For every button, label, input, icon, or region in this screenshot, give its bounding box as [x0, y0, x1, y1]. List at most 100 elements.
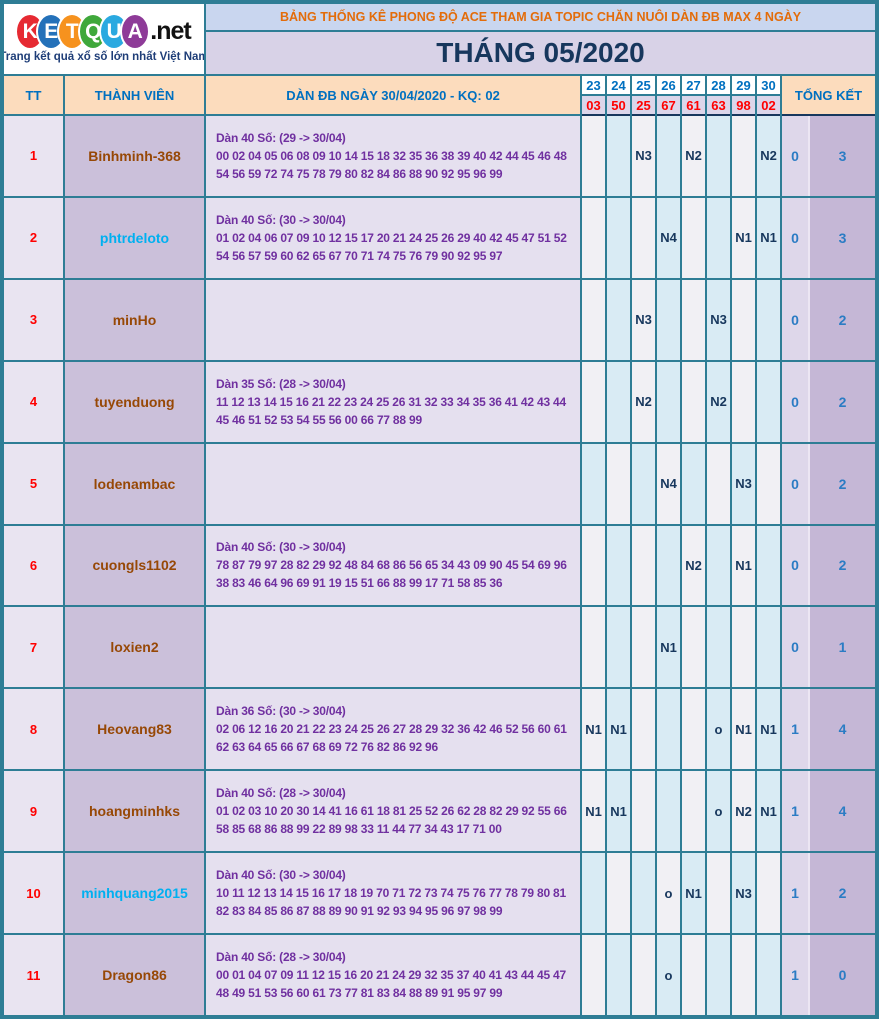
day-cell	[757, 361, 780, 442]
dan-title: Dàn 40 Số: (30 -> 30/04)	[216, 212, 346, 227]
day-result-cell: 02	[757, 96, 780, 114]
dan-cell: Dàn 35 Số: (28 -> 30/04) 11 12 13 14 15 1…	[206, 361, 580, 442]
dan-title: Dàn 40 Số: (29 -> 30/04)	[216, 130, 346, 145]
column-header-dan: DÀN ĐB NGÀY 30/04/2020 - KQ: 02	[206, 76, 580, 114]
day-cell	[582, 935, 605, 1015]
total-score: 2	[810, 279, 875, 360]
day-cell	[632, 935, 655, 1015]
row-number: 1	[4, 116, 63, 196]
dan-numbers: 11 12 13 14 15 16 21 22 23 24 25 26 31 3…	[216, 394, 567, 427]
day-cell: o	[707, 771, 730, 852]
column-header-total: TỔNG KẾT	[782, 76, 875, 114]
row-number: 2	[4, 197, 63, 278]
day-cell	[732, 279, 755, 360]
member-name[interactable]: loxien2	[65, 607, 204, 688]
row-number: 10	[4, 853, 63, 934]
day-cell	[657, 361, 680, 442]
dan-title: Dàn 40 Số: (30 -> 30/04)	[216, 868, 346, 883]
day-cell	[682, 771, 705, 852]
day-result-cell: 67	[657, 96, 680, 114]
total-hit-count: 0	[782, 361, 810, 442]
page-title: BẢNG THỐNG KÊ PHONG ĐỘ ACE THAM GIA TOPI…	[206, 4, 875, 30]
member-name[interactable]: minHo	[65, 279, 204, 360]
day-cell: N3	[632, 116, 655, 196]
row-number: 11	[4, 935, 63, 1015]
day-cell: N4	[657, 443, 680, 524]
day-cell	[582, 525, 605, 606]
day-cell	[657, 771, 680, 852]
day-cell	[732, 116, 755, 196]
row-number: 6	[4, 525, 63, 606]
total-score: 2	[810, 443, 875, 524]
member-name[interactable]: cuongls1102	[65, 525, 204, 606]
member-name[interactable]: minhquang2015	[65, 853, 204, 934]
row-number: 4	[4, 361, 63, 442]
day-cell: N2	[682, 525, 705, 606]
day-cell	[682, 607, 705, 688]
day-cell: N1	[607, 771, 630, 852]
member-name[interactable]: tuyenduong	[65, 361, 204, 442]
day-header-29: 29	[732, 76, 755, 94]
member-name[interactable]: lodenambac	[65, 443, 204, 524]
day-cell	[632, 689, 655, 770]
day-cell: N2	[632, 361, 655, 442]
day-cell: N1	[682, 853, 705, 934]
day-cell	[657, 689, 680, 770]
day-cell	[757, 607, 780, 688]
day-cell	[607, 197, 630, 278]
member-name[interactable]: Heovang83	[65, 689, 204, 770]
day-cell: N2	[707, 361, 730, 442]
day-cell: N1	[657, 607, 680, 688]
day-cell	[682, 443, 705, 524]
dan-numbers: 01 02 04 06 07 09 10 12 15 17 20 21 24 2…	[216, 230, 567, 263]
day-cell	[732, 935, 755, 1015]
total-score: 2	[810, 361, 875, 442]
day-cell	[757, 853, 780, 934]
day-cell	[582, 197, 605, 278]
day-result-cell: 03	[582, 96, 605, 114]
total-hit-count: 0	[782, 279, 810, 360]
day-cell	[707, 853, 730, 934]
day-cell	[707, 935, 730, 1015]
day-cell	[707, 607, 730, 688]
day-cell	[632, 525, 655, 606]
dan-cell	[206, 279, 580, 360]
row-number: 7	[4, 607, 63, 688]
total-score: 2	[810, 525, 875, 606]
day-cell	[607, 935, 630, 1015]
day-cell: N1	[607, 689, 630, 770]
day-cell	[757, 443, 780, 524]
member-name[interactable]: Binhminh-368	[65, 116, 204, 196]
day-cell	[632, 443, 655, 524]
total-hit-count: 1	[782, 689, 810, 770]
month-title: THÁNG 05/2020	[206, 32, 875, 74]
day-result-cell: 61	[682, 96, 705, 114]
member-name[interactable]: Dragon86	[65, 935, 204, 1015]
total-score: 3	[810, 116, 875, 196]
day-cell	[707, 197, 730, 278]
total-hit-count: 0	[782, 443, 810, 524]
day-cell	[607, 443, 630, 524]
day-cell	[632, 607, 655, 688]
member-name[interactable]: hoangminhks	[65, 771, 204, 852]
day-cell: o	[657, 935, 680, 1015]
day-header-30: 30	[757, 76, 780, 94]
dan-numbers: 01 02 03 10 20 30 14 41 16 61 18 81 25 5…	[216, 804, 567, 837]
day-header-24: 24	[607, 76, 630, 94]
day-result-cell: 50	[607, 96, 630, 114]
day-cell	[707, 443, 730, 524]
day-cell	[582, 443, 605, 524]
day-cell	[582, 116, 605, 196]
day-cell	[757, 279, 780, 360]
dan-title: Dàn 40 Số: (30 -> 30/04)	[216, 540, 346, 555]
member-name[interactable]: phtrdeloto	[65, 197, 204, 278]
day-cell: N4	[657, 197, 680, 278]
